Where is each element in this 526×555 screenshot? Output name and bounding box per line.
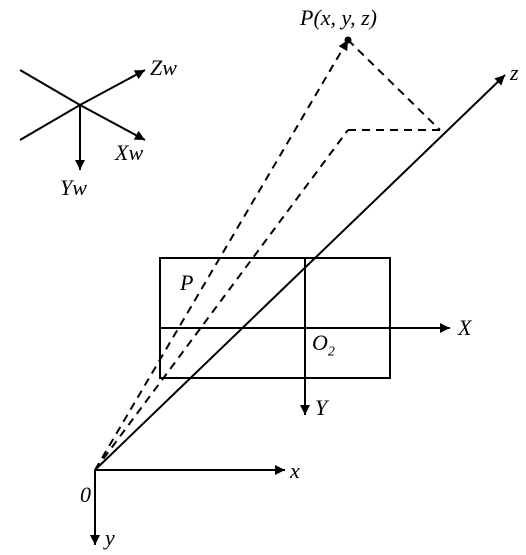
camera-z-label: z [510, 60, 519, 86]
image-plane-P-label: P [180, 270, 193, 296]
world-y-label: Yw [60, 175, 87, 201]
image-plane-X-label: X [458, 315, 471, 341]
camera-origin-label: 0 [80, 482, 91, 508]
image-plane-origin-label: O2 [312, 330, 335, 360]
point-P-label: P(x, y, z) [300, 5, 377, 31]
image-plane-Y-label: Y [315, 395, 327, 421]
camera-x-label: x [290, 458, 300, 484]
world-z-label: Zw [150, 55, 177, 81]
diagram-svg [0, 0, 526, 555]
camera-y-label: y [105, 525, 115, 551]
world-x-label: Xw [115, 140, 143, 166]
